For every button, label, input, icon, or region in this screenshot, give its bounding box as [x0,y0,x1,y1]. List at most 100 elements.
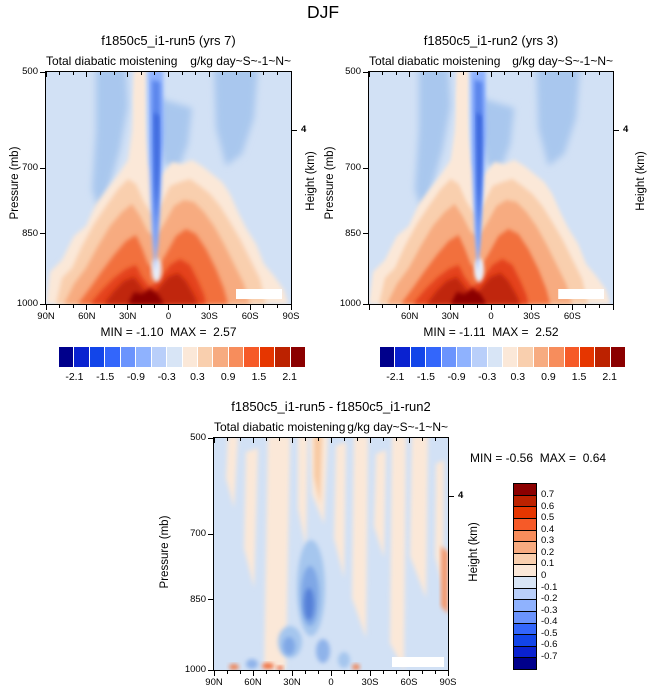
axis-tick [140,72,142,75]
colorbar-cell [514,541,536,553]
axis-tick [290,305,292,310]
axis-tick [113,305,115,308]
figure-title: DJF [306,2,340,22]
lat-tick-label: 0 [488,311,494,322]
axis-tick [436,305,438,308]
center-string: Total diabatic moistening [46,54,178,68]
colorbar-cell [514,517,536,530]
axis-tick [447,671,449,676]
lat-tick-label: 60S [241,311,259,322]
axis-tick [40,303,45,305]
colorbar-cell [228,347,244,367]
colorbar-cell [120,347,136,367]
axis-tick [249,72,251,77]
colorbar-cell [182,347,197,367]
axis-tick [395,305,397,308]
axis-tick [363,303,368,305]
colorbar-tick-label: 0.3 [510,371,526,383]
lat-tick-label: 30S [361,677,379,688]
colorbar-cell [518,347,533,367]
axis-tick [59,72,61,75]
colorbar-cell [549,347,564,367]
pressure-tick-label: 850 [190,593,206,605]
axis-tick [40,71,45,73]
colorbar-cell [275,347,290,367]
colorbar-cell [380,347,395,367]
colorbar-tick-label: -0.9 [447,371,466,383]
axis-tick [395,438,397,441]
min-max-label: MIN = -0.56 MAX = 0.64 [470,451,607,465]
colorbar-tick-label: -0.9 [126,371,145,383]
axis-tick [343,438,345,441]
panel-top-right: f1850c5_i1-run2 (yrs 3) Total diabatic m… [340,33,628,339]
contour-plot-difference [214,438,448,670]
axis-tick [356,671,358,674]
colorbar-tick-label: -0.3 [541,604,558,616]
axis-tick [363,233,368,235]
axis-tick [409,305,411,310]
lat-tick-label: 60N [400,311,419,322]
axis-tick [504,305,506,308]
colorbar-vertical [513,483,537,670]
colorbar-tick-label: 1.5 [251,371,267,383]
colorbar-cell [514,657,536,669]
lat-tick-label: 30S [200,311,218,322]
units-string: g/kg day~S~-1~N~ [190,54,291,68]
colorbar-cell [514,552,536,565]
colorbar-tick-label: -0.3 [478,371,497,383]
pressure-tick-label: 1000 [184,664,206,675]
axis-tick [208,305,210,310]
contour-plot-run5 [46,72,291,304]
axis-tick [127,72,129,77]
axis-tick [585,305,587,308]
axis-tick [208,533,213,535]
colorbar-cell [487,347,502,367]
axis-tick [436,72,438,75]
colorbar-tick-label: -2.1 [386,371,405,383]
axis-tick [463,72,465,75]
axis-tick [382,72,384,75]
axis-tick [434,671,436,674]
units-string: g/kg day~S~-1~N~ [512,54,613,68]
axis-tick [408,438,410,443]
panel-title: f1850c5_i1-run5 - f1850c5_i1-run2 [231,399,431,414]
lat-tick-label: 30N [283,677,301,688]
colorbar-cell [410,347,426,367]
axis-tick [265,671,267,674]
axis-tick [263,72,265,75]
axis-tick [330,438,332,443]
axis-tick [99,72,101,75]
panel-title: f1850c5_i1-run2 (yrs 3) [423,33,559,48]
colorbar-cell [456,347,472,367]
colorbar-cell [533,347,549,367]
colorbar-tick-label: -0.5 [541,627,558,639]
colorbar-cell [514,622,536,635]
colorbar-cell [514,494,536,507]
colorbar-tick-label: -0.4 [541,616,558,628]
pressure-tick-label: 700 [22,162,38,174]
colorbar-cell [59,347,74,367]
colorbar-cell [564,347,579,367]
axis-tick [368,305,370,310]
axis-tick [585,72,587,75]
lat-tick-label: 30N [118,311,137,322]
axis-tick [395,72,397,75]
axis-tick [213,438,215,443]
axis-tick [239,438,241,441]
axis-tick [422,305,424,308]
axis-tick [252,438,254,443]
lat-tick-label: 0 [328,677,334,688]
axis-tick [226,438,228,441]
y-axis-label-pressure: Pressure (mb) [324,146,336,220]
panel-top-left: f1850c5_i1-run5 (yrs 7) Total diabatic m… [17,33,306,339]
colorbar-cell [579,347,595,367]
axis-tick [45,72,47,77]
colorbar-cell [441,347,456,367]
axis-tick [222,305,224,308]
axis-tick [421,671,423,674]
min-max-label: MIN = -1.11 MAX = 2.52 [423,325,559,339]
axis-tick [317,671,319,674]
y-axis-label-height: Height (km) [305,151,317,211]
pressure-tick-label: 850 [345,227,361,239]
axis-tick [226,671,228,674]
